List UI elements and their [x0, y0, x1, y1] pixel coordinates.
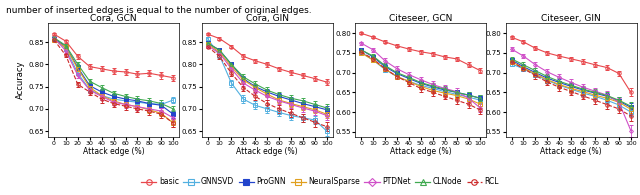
X-axis label: Attack edge (%): Attack edge (%): [390, 147, 452, 156]
Title: Cora, GCN: Cora, GCN: [90, 14, 137, 23]
Text: number of inserted edges is equal to the number of original edges.: number of inserted edges is equal to the…: [6, 6, 312, 15]
Title: Citeseer, GCN: Citeseer, GCN: [389, 14, 452, 23]
Y-axis label: Accuracy: Accuracy: [16, 61, 26, 99]
X-axis label: Attack edge (%): Attack edge (%): [540, 147, 602, 156]
X-axis label: Attack edge (%): Attack edge (%): [83, 147, 145, 156]
X-axis label: Attack edge (%): Attack edge (%): [236, 147, 298, 156]
Title: Citeseer, GIN: Citeseer, GIN: [541, 14, 601, 23]
Title: Cora, GIN: Cora, GIN: [246, 14, 289, 23]
Legend: basic, GNNSVD, ProGNN, NeuralSparse, PTDNet, CLNode, RCL: basic, GNNSVD, ProGNN, NeuralSparse, PTD…: [138, 174, 502, 189]
